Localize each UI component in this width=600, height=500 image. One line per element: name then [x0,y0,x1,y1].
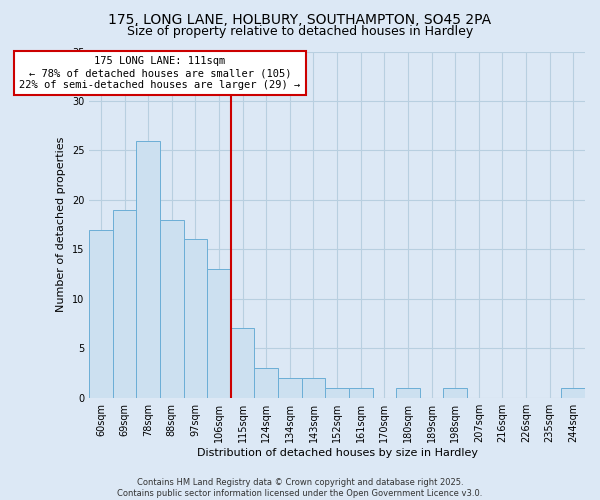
Bar [184,240,207,398]
Bar [160,220,184,398]
Bar [443,388,467,398]
Bar [562,388,585,398]
Bar [207,269,231,398]
Bar [396,388,420,398]
Bar [349,388,373,398]
Text: Contains HM Land Registry data © Crown copyright and database right 2025.
Contai: Contains HM Land Registry data © Crown c… [118,478,482,498]
Text: 175, LONG LANE, HOLBURY, SOUTHAMPTON, SO45 2PA: 175, LONG LANE, HOLBURY, SOUTHAMPTON, SO… [109,12,491,26]
Bar [278,378,302,398]
Bar [302,378,325,398]
Bar [231,328,254,398]
Y-axis label: Number of detached properties: Number of detached properties [56,137,66,312]
Text: 175 LONG LANE: 111sqm
← 78% of detached houses are smaller (105)
22% of semi-det: 175 LONG LANE: 111sqm ← 78% of detached … [19,56,301,90]
Bar [325,388,349,398]
Text: Size of property relative to detached houses in Hardley: Size of property relative to detached ho… [127,25,473,38]
Bar [254,368,278,398]
Bar [136,140,160,398]
X-axis label: Distribution of detached houses by size in Hardley: Distribution of detached houses by size … [197,448,478,458]
Bar [89,230,113,398]
Bar [113,210,136,398]
